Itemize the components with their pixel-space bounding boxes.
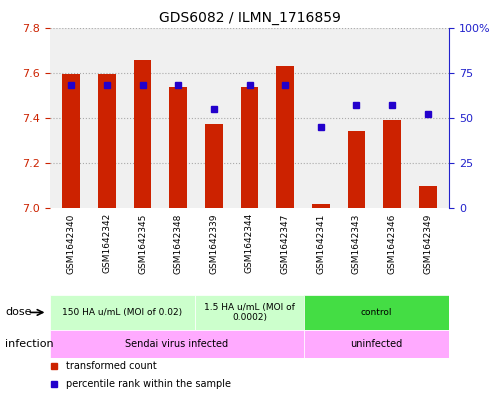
- FancyBboxPatch shape: [50, 330, 304, 358]
- Text: 1.5 HA u/mL (MOI of
0.0002): 1.5 HA u/mL (MOI of 0.0002): [204, 303, 295, 322]
- Text: Sendai virus infected: Sendai virus infected: [125, 339, 229, 349]
- Text: infection: infection: [5, 339, 53, 349]
- FancyBboxPatch shape: [304, 330, 449, 358]
- FancyBboxPatch shape: [50, 295, 195, 330]
- Bar: [347, 131, 365, 208]
- Text: percentile rank within the sample: percentile rank within the sample: [66, 379, 231, 389]
- Text: 150 HA u/mL (MOI of 0.02): 150 HA u/mL (MOI of 0.02): [62, 308, 183, 317]
- Text: dose: dose: [5, 307, 31, 318]
- FancyBboxPatch shape: [304, 295, 449, 330]
- Bar: [134, 60, 152, 208]
- Bar: [276, 66, 294, 208]
- Bar: [205, 123, 223, 208]
- Text: uninfected: uninfected: [350, 339, 403, 349]
- FancyBboxPatch shape: [195, 295, 304, 330]
- Bar: [383, 120, 401, 208]
- Bar: [62, 74, 80, 208]
- Text: transformed count: transformed count: [66, 362, 157, 371]
- Bar: [241, 87, 258, 208]
- Bar: [312, 204, 330, 208]
- Bar: [419, 186, 437, 208]
- Bar: [98, 74, 116, 208]
- Bar: [169, 87, 187, 208]
- Title: GDS6082 / ILMN_1716859: GDS6082 / ILMN_1716859: [159, 11, 340, 25]
- Text: control: control: [361, 308, 392, 317]
